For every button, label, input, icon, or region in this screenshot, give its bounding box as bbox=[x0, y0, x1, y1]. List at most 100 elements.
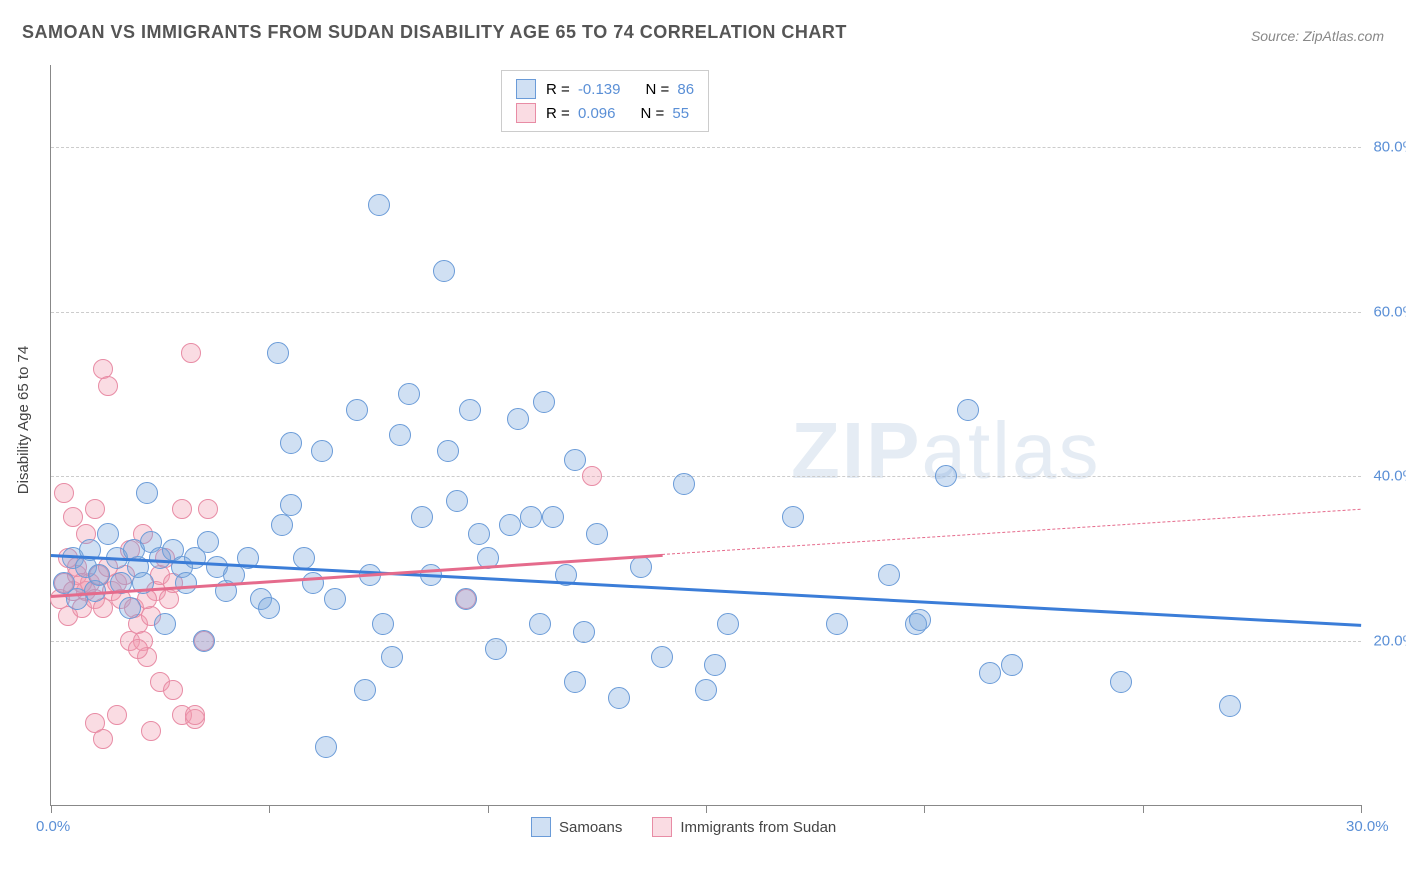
x-axis-tick bbox=[706, 805, 707, 813]
data-point bbox=[979, 662, 1001, 684]
data-point bbox=[878, 564, 900, 586]
legend-swatch bbox=[531, 817, 551, 837]
legend-row: R = -0.139 N = 86 bbox=[516, 77, 694, 101]
data-point bbox=[175, 572, 197, 594]
legend-label: Samoans bbox=[559, 819, 622, 836]
data-point bbox=[346, 399, 368, 421]
data-point bbox=[271, 514, 293, 536]
data-point bbox=[704, 654, 726, 676]
data-point bbox=[957, 399, 979, 421]
data-point bbox=[437, 440, 459, 462]
legend-item: Immigrants from Sudan bbox=[652, 817, 836, 837]
data-point bbox=[826, 613, 848, 635]
data-point bbox=[455, 588, 477, 610]
data-point bbox=[198, 499, 218, 519]
data-point bbox=[468, 523, 490, 545]
y-axis-label: 60.0% bbox=[1373, 303, 1406, 320]
data-point bbox=[520, 506, 542, 528]
y-axis-label: 20.0% bbox=[1373, 632, 1406, 649]
series-legend: Samoans Immigrants from Sudan bbox=[531, 817, 836, 837]
y-axis-label: 40.0% bbox=[1373, 468, 1406, 485]
correlation-legend: R = -0.139 N = 86 R = 0.096 N = 55 bbox=[501, 70, 709, 132]
data-point bbox=[97, 523, 119, 545]
data-point bbox=[533, 391, 555, 413]
grid-line bbox=[51, 476, 1361, 477]
data-point bbox=[154, 613, 176, 635]
data-point bbox=[258, 597, 280, 619]
data-point bbox=[267, 342, 289, 364]
x-axis-label: 0.0% bbox=[36, 818, 70, 835]
data-point bbox=[372, 613, 394, 635]
data-point bbox=[411, 506, 433, 528]
data-point bbox=[85, 499, 105, 519]
data-point bbox=[935, 465, 957, 487]
x-axis-tick bbox=[1143, 805, 1144, 813]
grid-line bbox=[51, 312, 1361, 313]
x-axis-tick bbox=[1361, 805, 1362, 813]
data-point bbox=[529, 613, 551, 635]
y-axis-title: Disability Age 65 to 74 bbox=[15, 346, 32, 494]
legend-item: Samoans bbox=[531, 817, 622, 837]
legend-swatch bbox=[652, 817, 672, 837]
data-point bbox=[673, 473, 695, 495]
data-point bbox=[88, 564, 110, 586]
data-point bbox=[185, 705, 205, 725]
data-point bbox=[93, 729, 113, 749]
chart-title: SAMOAN VS IMMIGRANTS FROM SUDAN DISABILI… bbox=[22, 22, 847, 43]
legend-swatch bbox=[516, 79, 536, 99]
data-point bbox=[499, 514, 521, 536]
data-point bbox=[909, 609, 931, 631]
data-point bbox=[54, 483, 74, 503]
data-point bbox=[197, 531, 219, 553]
data-point bbox=[163, 680, 183, 700]
data-point bbox=[1219, 695, 1241, 717]
data-point bbox=[564, 449, 586, 471]
x-axis-tick bbox=[51, 805, 52, 813]
data-point bbox=[354, 679, 376, 701]
data-point bbox=[119, 597, 141, 619]
data-point bbox=[651, 646, 673, 668]
data-point bbox=[433, 260, 455, 282]
data-point bbox=[485, 638, 507, 660]
data-point bbox=[280, 494, 302, 516]
data-point bbox=[315, 736, 337, 758]
trend-line bbox=[662, 509, 1361, 555]
data-point bbox=[459, 399, 481, 421]
data-point bbox=[368, 194, 390, 216]
data-point bbox=[311, 440, 333, 462]
legend-row: R = 0.096 N = 55 bbox=[516, 101, 694, 125]
data-point bbox=[695, 679, 717, 701]
legend-swatch bbox=[516, 103, 536, 123]
data-point bbox=[141, 721, 161, 741]
x-axis-tick bbox=[924, 805, 925, 813]
y-axis-label: 80.0% bbox=[1373, 139, 1406, 156]
grid-line bbox=[51, 641, 1361, 642]
data-point bbox=[446, 490, 468, 512]
data-point bbox=[586, 523, 608, 545]
x-axis-tick bbox=[488, 805, 489, 813]
grid-line bbox=[51, 147, 1361, 148]
data-point bbox=[302, 572, 324, 594]
data-point bbox=[324, 588, 346, 610]
data-point bbox=[717, 613, 739, 635]
data-point bbox=[608, 687, 630, 709]
data-point bbox=[389, 424, 411, 446]
r-label: R = -0.139 bbox=[546, 81, 620, 98]
data-point bbox=[280, 432, 302, 454]
r-label: R = 0.096 bbox=[546, 105, 615, 122]
data-point bbox=[107, 705, 127, 725]
source-attribution: Source: ZipAtlas.com bbox=[1251, 28, 1384, 44]
data-point bbox=[564, 671, 586, 693]
legend-label: Immigrants from Sudan bbox=[680, 819, 836, 836]
data-point bbox=[542, 506, 564, 528]
chart-plot-area: ZIPatlas R = -0.139N = 86R = 0.096N = 55… bbox=[50, 65, 1361, 806]
data-point bbox=[1110, 671, 1132, 693]
data-point bbox=[98, 376, 118, 396]
n-label: N = 86 bbox=[645, 81, 694, 98]
data-point bbox=[507, 408, 529, 430]
data-point bbox=[136, 482, 158, 504]
data-point bbox=[630, 556, 652, 578]
data-point bbox=[573, 621, 595, 643]
n-label: N = 55 bbox=[640, 105, 689, 122]
data-point bbox=[1001, 654, 1023, 676]
